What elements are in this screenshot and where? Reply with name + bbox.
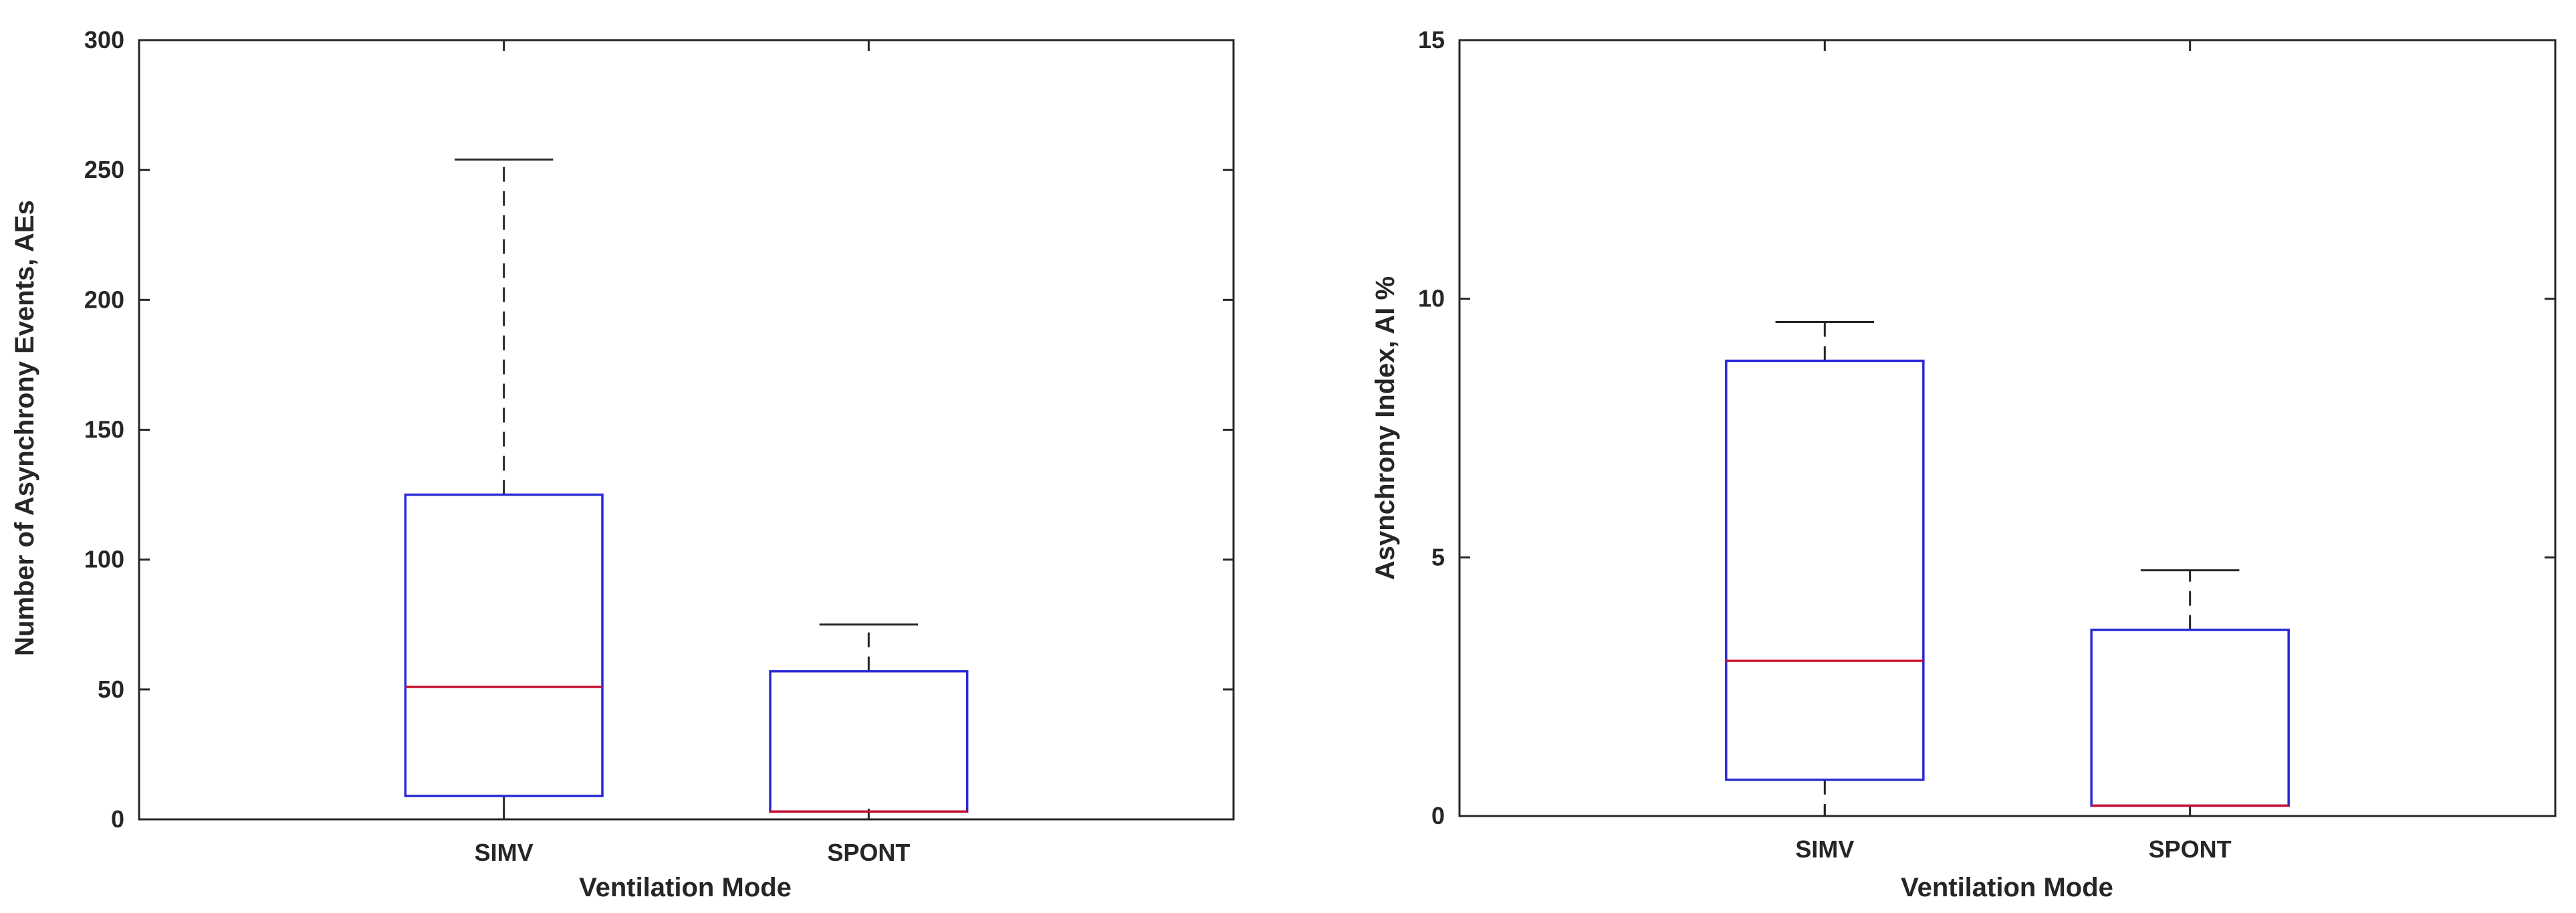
x-tick-label-simv: SIMV — [475, 839, 534, 866]
chart-asynchrony-index: 0 5 10 15 SIMV SPONT Ventilation Mode Asynchr… — [1371, 26, 2557, 902]
plot-area-asynchrony-index: 0 5 10 15 SIMV SPONT — [1418, 26, 2557, 863]
y-tick-label: 0 — [111, 805, 124, 833]
box-simv — [1725, 359, 1925, 781]
y-tick-label: 100 — [84, 546, 124, 573]
x-axis-label-asynchrony-index: Ventilation Mode — [1901, 873, 2113, 902]
y-tick-label: 150 — [84, 416, 124, 443]
y-tick-label: 200 — [84, 286, 124, 313]
y-tick-label: 5 — [1431, 543, 1445, 571]
x-tick-label-spont: SPONT — [827, 839, 910, 866]
y-axis-label-asynchrony-index: Asynchrony Index, AI % — [1371, 276, 1400, 580]
x-axis-label-asynchrony-events: Ventilation Mode — [579, 873, 792, 902]
y-tick-label: 0 — [1431, 802, 1445, 829]
x-tick-label-spont: SPONT — [2149, 835, 2232, 863]
y-tick-label: 15 — [1418, 26, 1445, 54]
y-tick-label: 250 — [84, 156, 124, 183]
y-tick-label: 300 — [84, 26, 124, 54]
y-tick-label: 10 — [1418, 285, 1445, 312]
y-tick-label: 50 — [98, 676, 124, 703]
x-tick-label-simv: SIMV — [1795, 835, 1854, 863]
plot-area-asynchrony-events: 0 50 100 150 200 250 300 SIMV SPONT — [84, 26, 1235, 866]
axes-frame — [1458, 39, 2557, 817]
chart-asynchrony-events: 0 50 100 150 200 250 300 SIMV SPONT Ventilation … — [10, 26, 1235, 902]
box-simv — [404, 493, 604, 797]
y-axis-label-asynchrony-events: Number of Asynchrony Events, AEs — [10, 200, 39, 656]
